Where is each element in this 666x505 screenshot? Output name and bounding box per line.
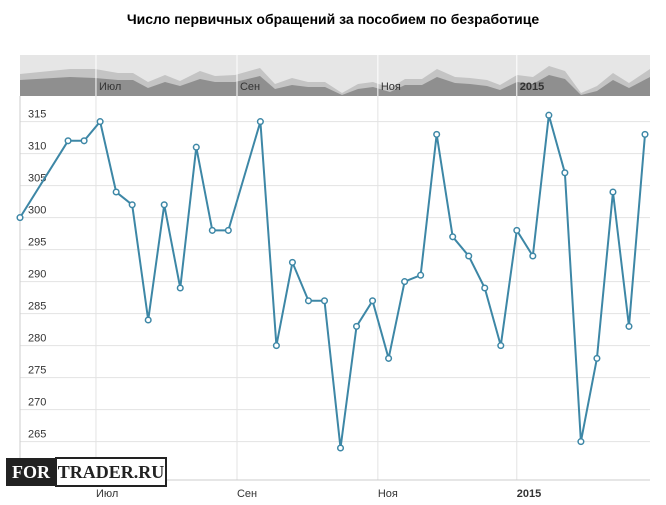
point	[128, 201, 136, 209]
point	[561, 169, 569, 177]
point	[352, 322, 361, 330]
point	[529, 252, 537, 260]
point	[577, 438, 585, 446]
point	[609, 188, 617, 196]
point	[433, 130, 441, 138]
y-tick-label: 270	[28, 397, 46, 409]
watermark-text: TRADER.RU	[58, 462, 165, 482]
point	[192, 143, 200, 151]
watermark-text: FOR	[12, 462, 51, 482]
y-tick-label: 280	[28, 333, 46, 345]
point	[224, 226, 232, 234]
x-tick-label: Ноя	[378, 488, 398, 500]
y-tick-label: 310	[28, 141, 46, 153]
point	[208, 226, 216, 234]
point	[449, 233, 457, 241]
point	[465, 252, 473, 260]
navigator	[20, 55, 650, 96]
point	[369, 297, 377, 305]
point	[401, 278, 409, 286]
point	[160, 201, 168, 209]
point	[272, 342, 280, 350]
y-tick-label: 275	[28, 365, 46, 377]
watermark: FOR TRADER.RU	[6, 457, 167, 487]
y-tick-label: 315	[28, 109, 46, 121]
point	[64, 137, 72, 145]
chart-title: Число первичных обращений за пособием по…	[127, 11, 540, 27]
point	[497, 342, 505, 350]
point	[288, 258, 296, 266]
y-tick-label: 285	[28, 301, 46, 313]
point	[641, 130, 649, 138]
x-tick-label: Июл	[96, 488, 118, 500]
y-tick-label: 265	[28, 429, 46, 441]
navigator-label: 2015	[520, 81, 544, 93]
navigator-label: Сен	[240, 81, 260, 93]
x-tick-label: 2015	[517, 488, 541, 500]
point	[336, 444, 345, 452]
navigator-label: Июл	[99, 81, 121, 93]
point	[256, 118, 264, 126]
point	[320, 297, 329, 305]
point	[112, 188, 120, 196]
watermark-box	[6, 458, 56, 486]
point	[385, 354, 393, 362]
point	[16, 214, 24, 222]
point	[80, 137, 88, 145]
point	[593, 354, 601, 362]
y-tick-label: 300	[28, 205, 46, 217]
y-tick-label: 295	[28, 237, 46, 249]
point	[545, 111, 553, 119]
point	[481, 284, 489, 292]
point	[417, 271, 425, 279]
y-tick-label: 290	[28, 269, 46, 281]
point	[513, 226, 521, 234]
x-tick-label: Сен	[237, 488, 257, 500]
watermark-box	[55, 457, 167, 487]
point	[144, 316, 152, 324]
navigator-area-dark	[20, 75, 650, 96]
point	[304, 297, 313, 305]
point	[625, 322, 633, 330]
navigator-label: Ноя	[381, 81, 401, 93]
point	[96, 118, 104, 126]
point	[176, 284, 184, 292]
